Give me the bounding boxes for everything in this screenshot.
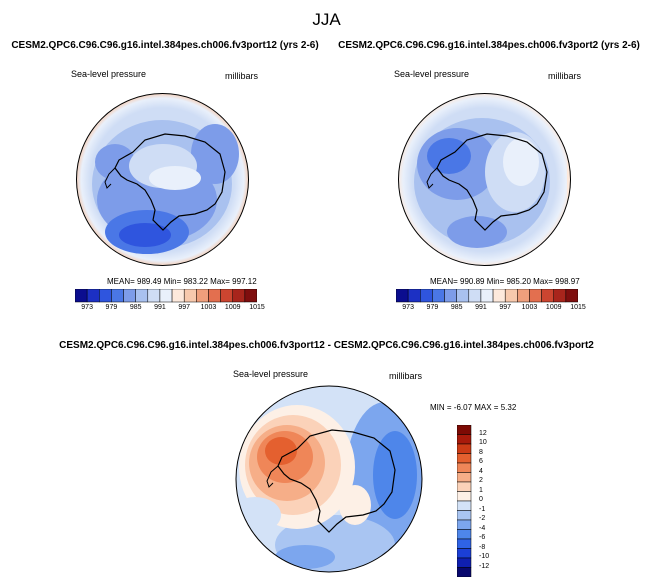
colorbar-swatch: [457, 567, 472, 577]
colorbar-swatch: [86, 289, 100, 303]
right-panel-title: CESM2.QPC6.C96.C96.g16.intel.384pes.ch00…: [338, 40, 640, 51]
colorbar-tick-label: 10: [479, 439, 487, 446]
colorbar-swatch: [457, 462, 472, 473]
colorbar-tick-label: -6: [479, 534, 486, 541]
colorbar-swatch: [457, 548, 472, 559]
colorbar-tick-label: 979: [426, 304, 439, 311]
colorbar-swatch: [99, 289, 112, 303]
colorbar-swatch: [396, 289, 409, 303]
colorbar-tick-label: 979: [105, 304, 118, 311]
colorbar-tick-label: -2: [479, 515, 486, 522]
colorbar-swatch: [75, 289, 88, 303]
colorbar-tick-label: 1015: [570, 304, 586, 311]
colorbar-tick-label: 4: [479, 467, 483, 475]
colorbar-tick-label: 1015: [249, 304, 265, 311]
right-stats: MEAN= 990.89 Min= 985.20 Max= 998.97: [430, 277, 580, 286]
colorbar-tick-label: 1009: [224, 304, 241, 311]
colorbar-swatch: [457, 529, 472, 540]
left-units-label: millibars: [225, 71, 259, 81]
colorbar-tick-label: 1003: [200, 304, 217, 311]
diff-colorbar-ticks: 12 10 8 6 4 2 1 0 -1 -2 -4 -6 -8 -10 -12: [479, 425, 503, 577]
colorbar-swatch: [407, 289, 421, 303]
colorbar-swatch: [457, 453, 472, 464]
colorbar-swatch: [457, 434, 472, 445]
colorbar-swatch: [457, 472, 472, 483]
colorbar-swatch: [420, 289, 433, 303]
colorbar-tick-label: 973: [81, 304, 93, 311]
left-colorbar-ticks: 973 979 985 991 997 1003 1009 1015: [75, 304, 265, 316]
colorbar-tick-label: 991: [154, 304, 166, 311]
colorbar-swatch: [468, 289, 482, 303]
left-panel-title: CESM2.QPC6.C96.C96.g16.intel.384pes.ch00…: [11, 40, 319, 51]
colorbar-tick-label: 985: [450, 304, 463, 311]
colorbar-tick-label: 1: [479, 486, 483, 494]
colorbar-tick-label: 8: [479, 448, 483, 456]
colorbar-swatch: [529, 289, 542, 303]
colorbar-swatch: [553, 289, 567, 303]
colorbar-tick-label: 991: [475, 304, 487, 311]
colorbar-swatch: [244, 289, 257, 303]
colorbar-tick-label: 997: [178, 304, 191, 311]
colorbar-swatch: [565, 289, 578, 303]
diff-stats: MIN = -6.07 MAX = 5.32: [430, 403, 517, 412]
colorbar-tick-label: -10: [479, 553, 490, 560]
colorbar-swatch: [504, 289, 518, 303]
colorbar-tick-label: -4: [479, 524, 486, 532]
colorbar-swatch: [220, 289, 233, 303]
colorbar-tick-label: 12: [479, 429, 487, 437]
colorbar-tick-label: 1009: [545, 304, 562, 311]
colorbar-swatch: [135, 289, 149, 303]
colorbar-swatch: [444, 289, 457, 303]
diff-variable-label: Sea-level pressure: [233, 369, 309, 379]
diff-map: [235, 385, 423, 573]
colorbar-swatch: [457, 557, 472, 568]
colorbar-swatch: [111, 289, 124, 303]
colorbar-tick-label: 985: [129, 304, 142, 311]
right-map: [398, 93, 571, 266]
colorbar-swatch: [183, 289, 197, 303]
colorbar-tick-label: 0: [479, 496, 483, 503]
right-variable-label: Sea-level pressure: [394, 69, 470, 79]
colorbar-swatch: [457, 425, 472, 435]
colorbar-swatch: [457, 510, 472, 521]
colorbar-swatch: [432, 289, 445, 303]
colorbar-swatch: [541, 289, 554, 303]
colorbar-swatch: [208, 289, 221, 303]
colorbar-swatch: [196, 289, 209, 303]
left-map: [76, 93, 249, 266]
colorbar-swatch: [517, 289, 530, 303]
colorbar-swatch: [492, 289, 506, 303]
colorbar-swatch: [159, 289, 173, 303]
colorbar-swatch: [480, 289, 494, 303]
colorbar-tick-label: 1003: [521, 304, 538, 311]
right-units-label: millibars: [548, 71, 582, 81]
colorbar-tick-label: 973: [402, 304, 414, 311]
colorbar-tick-label: -1: [479, 505, 486, 513]
colorbar-tick-label: -12: [479, 562, 490, 570]
diff-units-label: millibars: [389, 371, 423, 381]
colorbar-tick-label: -8: [479, 543, 486, 551]
colorbar-swatch: [457, 443, 472, 454]
colorbar-swatch: [147, 289, 161, 303]
colorbar-swatch: [457, 491, 472, 502]
colorbar-tick-label: 2: [479, 477, 483, 484]
right-colorbar: [396, 289, 578, 303]
left-colorbar: [75, 289, 257, 303]
diff-colorbar: [457, 425, 472, 577]
left-variable-label: Sea-level pressure: [71, 69, 147, 79]
colorbar-swatch: [457, 519, 472, 530]
colorbar-swatch: [456, 289, 470, 303]
colorbar-swatch: [457, 481, 472, 492]
colorbar-swatch: [123, 289, 136, 303]
colorbar-tick-label: 997: [499, 304, 512, 311]
colorbar-swatch: [171, 289, 185, 303]
right-colorbar-ticks: 973 979 985 991 997 1003 1009 1015: [396, 304, 586, 316]
colorbar-swatch: [457, 538, 472, 549]
colorbar-swatch: [232, 289, 246, 303]
colorbar-swatch: [457, 500, 472, 511]
diff-panel-title: CESM2.QPC6.C96.C96.g16.intel.384pes.ch00…: [59, 340, 594, 351]
left-stats: MEAN= 989.49 Min= 983.22 Max= 997.12: [107, 277, 257, 286]
figure-title: JJA: [312, 10, 341, 29]
colorbar-tick-label: 6: [479, 458, 483, 465]
